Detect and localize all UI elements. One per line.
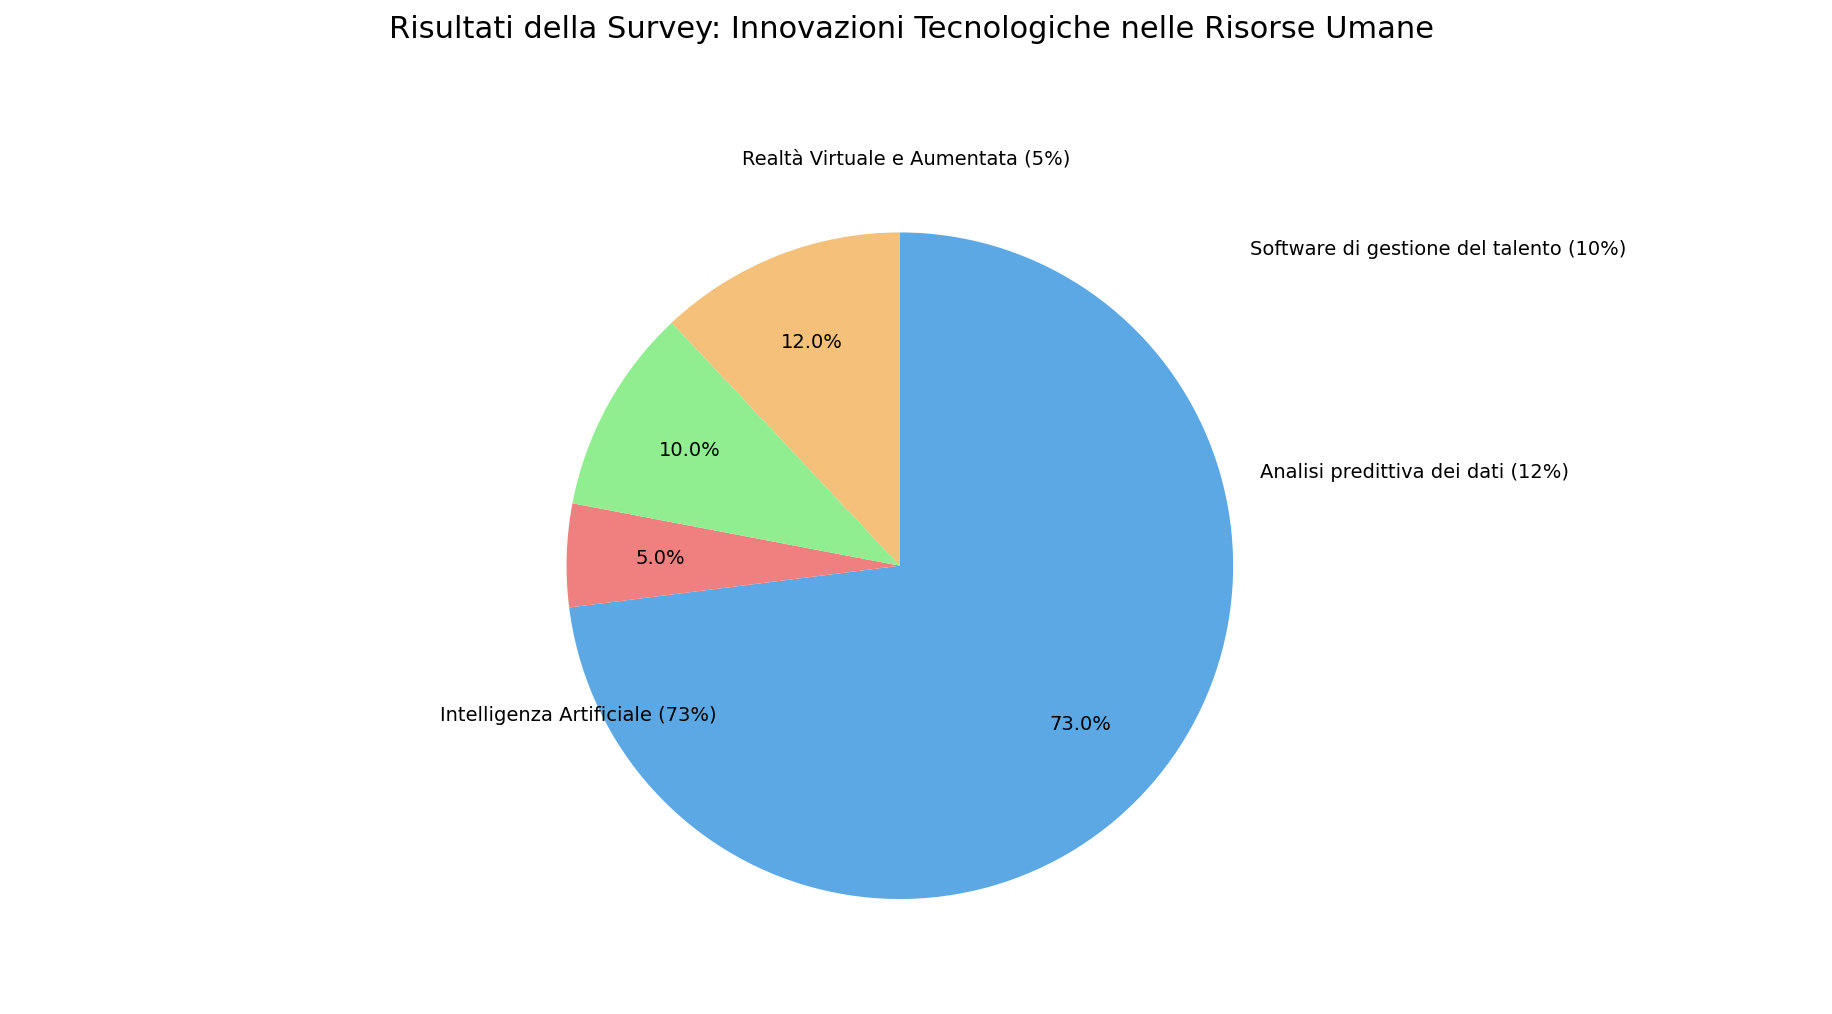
Wedge shape (566, 503, 900, 607)
Text: Software di gestione del talento (10%): Software di gestione del talento (10%) (1249, 239, 1625, 259)
Text: 12.0%: 12.0% (780, 333, 843, 352)
Text: 73.0%: 73.0% (1048, 715, 1110, 734)
Text: 10.0%: 10.0% (658, 441, 720, 459)
Wedge shape (572, 322, 900, 566)
Text: 5.0%: 5.0% (636, 549, 685, 568)
Wedge shape (570, 232, 1233, 899)
Wedge shape (671, 232, 900, 566)
Text: Analisi predittiva dei dati (12%): Analisi predittiva dei dati (12%) (1259, 463, 1568, 482)
Text: Risultati della Survey: Innovazioni Tecnologiche nelle Risorse Umane: Risultati della Survey: Innovazioni Tecn… (388, 15, 1433, 44)
Text: Realtà Virtuale e Aumentata (5%): Realtà Virtuale e Aumentata (5%) (742, 150, 1070, 168)
Text: Intelligenza Artificiale (73%): Intelligenza Artificiale (73%) (440, 706, 716, 725)
